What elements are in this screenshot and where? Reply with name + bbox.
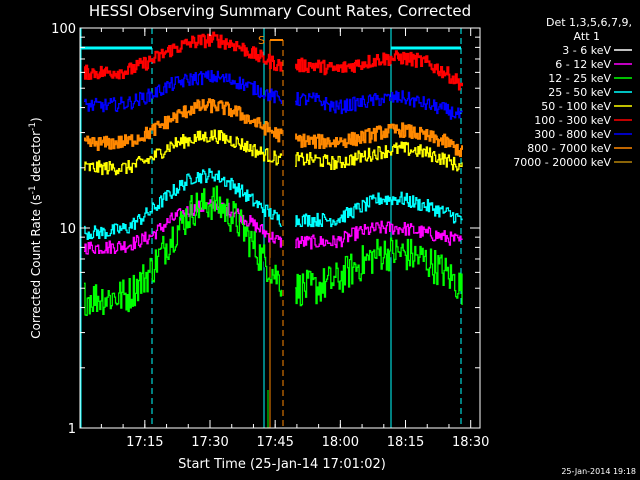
x-tick-label-0: 17:15 — [126, 435, 163, 450]
series-1-line-1 — [295, 220, 463, 250]
series-3-line-1 — [295, 191, 463, 228]
series-4 — [84, 129, 463, 176]
x-tick-label-2: 17:45 — [256, 435, 293, 450]
series-7 — [84, 98, 463, 158]
x-tick-label-5: 18:30 — [452, 435, 489, 450]
series-4-line-0 — [84, 129, 283, 176]
x-axis-label: Start Time (25-Jan-14 17:01:02) — [178, 457, 386, 472]
legend-label-7: 800 - 7000 keV — [527, 142, 611, 155]
legend-label-0: 3 - 6 keV — [562, 44, 611, 57]
legend-header-2: Att 1 — [574, 30, 600, 43]
legend-label-1: 6 - 12 keV — [555, 58, 611, 71]
series-5 — [84, 31, 463, 91]
series-3 — [84, 168, 463, 241]
series-6-line-1 — [295, 90, 463, 120]
x-tick-label-3: 18:00 — [322, 435, 359, 450]
y-axis-label-main: Corrected Count Rate (s — [29, 194, 43, 338]
legend-label-2: 12 - 25 keV — [548, 72, 611, 85]
marker-lines: S — [80, 28, 462, 428]
series-4-line-1 — [295, 141, 463, 172]
attenuator-label: S — [258, 34, 265, 47]
series-5-line-0 — [84, 31, 283, 80]
x-tick-label-4: 18:15 — [387, 435, 424, 450]
y-axis-label: Corrected Count Rate (s-1 detector-1) — [28, 117, 43, 338]
series-1 — [84, 199, 463, 255]
date-stamp: 25-Jan-2014 19:18 — [561, 467, 636, 476]
series-2-line-0 — [84, 185, 283, 316]
series-3-line-0 — [84, 168, 283, 241]
axis-layer: 1 10 100 17:15 17:30 17:45 18:00 18:15 18:30 — [51, 22, 489, 450]
y-axis-label-mid: detector — [29, 131, 43, 186]
series-1-line-0 — [84, 199, 283, 255]
chart-title: HESSI Observing Summary Count Rates, Cor… — [89, 2, 471, 20]
series-7-line-1 — [295, 122, 463, 158]
legend-label-4: 50 - 100 keV — [541, 100, 611, 113]
y-axis-label-end: ) — [29, 117, 43, 122]
series-6-line-0 — [84, 69, 283, 113]
series-0-line-0 — [84, 217, 283, 276]
series-6 — [84, 69, 463, 120]
series-7-line-0 — [84, 98, 283, 151]
series-layer — [84, 31, 463, 316]
y-tick-label-1: 10 — [59, 222, 76, 237]
legend-header-1: Det 1,3,5,6,7,9, — [546, 16, 632, 29]
series-2 — [84, 185, 463, 316]
y-tick-label-2: 100 — [51, 22, 76, 37]
series-5-line-1 — [295, 50, 463, 91]
y-axis-label-sup2: -1 — [28, 122, 38, 131]
legend-label-5: 100 - 300 keV — [534, 114, 611, 127]
legend-label-3: 25 - 50 keV — [548, 86, 611, 99]
y-tick-label-0: 1 — [68, 422, 76, 437]
series-2-line-1 — [295, 237, 463, 307]
legend-label-6: 300 - 800 keV — [534, 128, 611, 141]
legend-label-8: 7000 - 20000 keV — [513, 156, 611, 169]
x-tick-label-1: 17:30 — [191, 435, 228, 450]
y-axis-label-sup1: -1 — [28, 185, 38, 194]
